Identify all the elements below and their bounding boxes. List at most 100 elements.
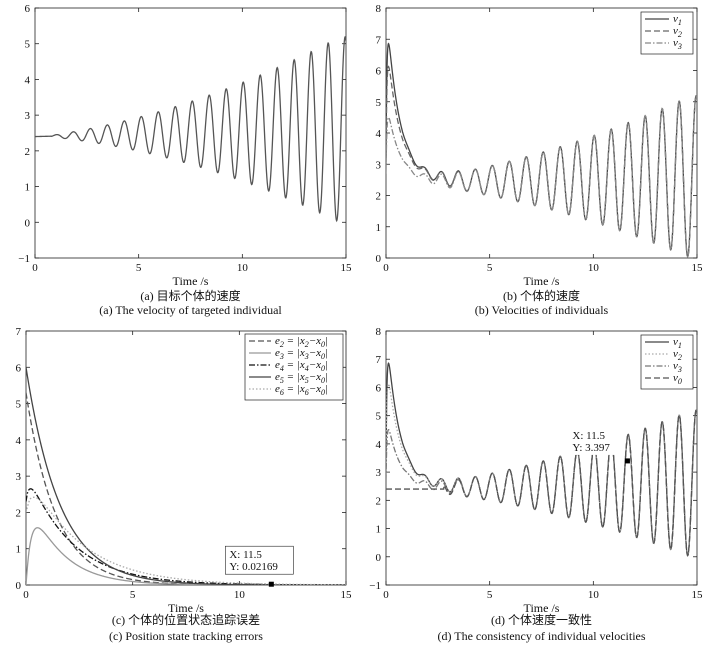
y-tick-label: 3	[16, 471, 22, 483]
y-tick-label: 5	[376, 97, 382, 109]
x-tick-label: 0	[23, 589, 29, 601]
legend-entry: e2 = |x2−x0|	[275, 335, 328, 349]
y-tick-label: 2	[376, 191, 382, 203]
datatip-box	[570, 426, 623, 455]
datatip-box	[225, 545, 294, 575]
legend-entry: e3 = |x3−x0|	[275, 347, 328, 361]
series-line-1	[386, 362, 697, 557]
x-axis-label: Time /s	[168, 601, 204, 615]
datatip-marker	[624, 458, 630, 464]
series-line-3	[26, 488, 346, 585]
plot-frame	[34, 7, 347, 259]
x-tick-label: 0	[383, 589, 389, 601]
legend-box	[244, 333, 344, 401]
x-tick-label: 10	[234, 589, 246, 601]
y-tick-label: 6	[16, 362, 22, 374]
y-tick-label: 7	[376, 354, 382, 366]
caption-cn: (a) 目标个体的速度	[140, 288, 240, 303]
y-tick-label: −1	[18, 253, 30, 265]
legend-box	[640, 11, 694, 55]
x-tick-label: 10	[588, 589, 600, 601]
series-line-3	[386, 409, 697, 557]
x-tick-label: 5	[487, 589, 493, 601]
x-tick-label: 5	[130, 589, 136, 601]
series-line-1	[35, 35, 346, 223]
y-tick-label: 2	[376, 495, 382, 507]
legend-entry: v2	[673, 348, 682, 362]
y-tick-label: 6	[376, 382, 382, 394]
caption-en: (b) Velocities of individuals	[475, 303, 609, 317]
y-tick-label: 7	[376, 34, 382, 46]
x-tick-label: 10	[237, 262, 249, 274]
datatip-x: X: 11.5	[572, 430, 605, 442]
y-tick-label: 1	[25, 182, 31, 194]
y-tick-label: 0	[376, 253, 382, 265]
caption-cn: (d) 个体速度一致性	[491, 612, 592, 627]
y-tick-label: 4	[376, 128, 382, 140]
y-tick-label: 4	[25, 74, 31, 86]
legend-entry: v2	[673, 25, 682, 39]
caption-en: (d) The consistency of individual veloci…	[437, 629, 645, 643]
legend-entry: e5 = |x5−x0|	[275, 371, 328, 385]
x-axis-label: Time /s	[173, 274, 209, 288]
caption-cn: (b) 个体的速度	[503, 288, 580, 303]
legend-entry: v0	[673, 372, 682, 386]
y-tick-label: 7	[16, 326, 22, 338]
y-tick-label: 3	[376, 159, 382, 171]
series-line-3	[386, 94, 697, 258]
x-tick-label: 0	[32, 262, 38, 274]
y-tick-label: 3	[376, 467, 382, 479]
y-tick-label: 3	[25, 110, 31, 122]
datatip-x: X: 11.5	[229, 549, 262, 561]
y-tick-label: 5	[376, 411, 382, 423]
y-tick-label: 2	[16, 507, 22, 519]
y-tick-label: 5	[16, 399, 22, 411]
y-tick-label: 6	[25, 3, 31, 15]
y-tick-label: 6	[376, 66, 382, 78]
x-axis-label: Time /s	[524, 274, 560, 288]
datatip-y: Y: 0.02169	[229, 561, 278, 573]
x-tick-label: 10	[588, 262, 600, 274]
y-tick-label: 5	[25, 39, 31, 51]
series-line-1	[386, 42, 697, 258]
x-tick-label: 15	[692, 262, 704, 274]
y-tick-label: 0	[16, 580, 22, 592]
caption-en: (c) Position state tracking errors	[109, 629, 263, 643]
chart-panel-c: 0 5 10 15 0 1 2 3 4 5 6 7 Time /s(c) 个体的位置状态追踪误差 (c) …	[16, 326, 353, 643]
series-line-5	[26, 496, 346, 585]
plot-frame	[25, 330, 347, 586]
y-tick-label: 2	[25, 146, 31, 158]
legend-entry: v3	[673, 360, 682, 374]
datatip-y: Y: 3.397	[572, 442, 610, 454]
x-axis-label: Time /s	[524, 601, 560, 615]
series-line-4	[386, 409, 697, 557]
y-tick-label: 0	[25, 217, 31, 229]
legend-entry: v1	[673, 13, 682, 27]
legend-entry: e4 = |x4−x0|	[275, 359, 328, 373]
y-tick-label: 1	[376, 524, 382, 536]
x-tick-label: 5	[487, 262, 493, 274]
x-tick-label: 15	[692, 589, 704, 601]
y-tick-label: 0	[376, 552, 382, 564]
series-line-1	[26, 392, 346, 585]
y-tick-label: 8	[376, 326, 382, 338]
legend-entry: v1	[673, 336, 682, 350]
legend-box	[640, 334, 694, 390]
y-tick-label: 4	[376, 439, 382, 451]
y-tick-label: 8	[376, 3, 382, 15]
legend-entry: v3	[673, 37, 682, 51]
series-line-2	[26, 527, 346, 585]
y-tick-label: 1	[16, 544, 22, 556]
y-tick-label: −1	[369, 580, 381, 592]
y-tick-label: 4	[16, 435, 22, 447]
x-tick-label: 15	[341, 262, 353, 274]
caption-cn: (c) 个体的位置状态追踪误差	[112, 612, 260, 627]
x-tick-label: 15	[341, 589, 353, 601]
x-tick-label: 5	[136, 262, 142, 274]
caption-en: (a) The velocity of targeted individual	[99, 303, 282, 317]
chart-panel-b: 0 5 10 15 0 1 2 3 4 5 6 7 8 Time /s(b) 个体的速度(b) Veloc…	[376, 3, 704, 317]
